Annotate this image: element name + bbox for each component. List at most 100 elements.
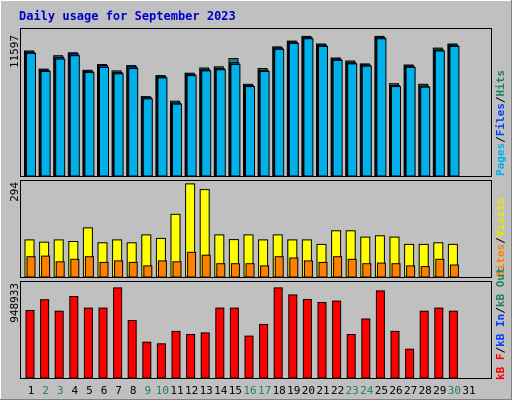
legend-kbf: kB F: [494, 354, 507, 381]
bar-kbf-day-10: [156, 343, 166, 379]
bar-sites-day-23: [347, 258, 357, 278]
bar-sites-day-13: [201, 254, 211, 278]
x-axis-day-labels: 1 2 3 4 5 6 7 8 9 10 11 12 13 14 15 16 17 18 19 20 21 22 23 24 2…: [28, 384, 476, 397]
legend-kbin: kB In: [494, 314, 507, 347]
bar-pages-day-29: [434, 50, 445, 177]
x-day-label-3: 3: [57, 384, 64, 397]
bar-pages-day-26: [391, 86, 401, 177]
x-day-label-26: 26: [389, 384, 402, 397]
bar-kbf-day-9: [142, 341, 152, 379]
bar-kbf-day-3: [54, 310, 64, 379]
bar-sites-day-19: [289, 257, 299, 278]
bar-pages-day-17: [259, 71, 270, 177]
legend-sep-5: /: [494, 307, 507, 314]
bar-kbf-day-8: [127, 320, 137, 379]
x-day-label-25: 25: [375, 384, 388, 397]
bar-marks: [24, 35, 460, 379]
bar-pages-day-11: [172, 103, 182, 177]
bar-sites-day-15: [230, 263, 240, 278]
bar-sites-day-9: [143, 265, 153, 278]
bar-sites-day-14: [216, 263, 226, 278]
bar-pages-day-5: [84, 72, 95, 177]
bar-pages-day-18: [274, 48, 285, 177]
y-tick-label-kb: 948933: [8, 283, 21, 323]
bar-sites-day-21: [318, 261, 328, 278]
x-day-label-4: 4: [71, 384, 78, 397]
bar-kbf-day-2: [40, 299, 50, 379]
bar-pages-day-1: [26, 52, 36, 177]
bar-kbf-day-18: [273, 287, 283, 379]
x-day-label-30: 30: [448, 384, 461, 397]
legend-sep-4: /: [494, 347, 507, 354]
x-day-label-21: 21: [316, 384, 329, 397]
bar-kbf-day-13: [200, 332, 210, 379]
x-day-label-22: 22: [331, 384, 344, 397]
x-day-label-10: 10: [156, 384, 169, 397]
bar-kbf-day-25: [375, 290, 385, 379]
svg-text:Sites/Visits: Sites/Visits: [494, 198, 507, 278]
bar-kbf-day-5: [83, 307, 93, 379]
x-day-label-2: 2: [42, 384, 49, 397]
bar-kbf-day-19: [288, 294, 298, 379]
bar-pages-day-8: [128, 68, 139, 177]
bar-kbf-day-15: [229, 307, 239, 379]
bar-sites-day-25: [376, 262, 386, 278]
bar-kbf-day-17: [259, 323, 269, 379]
bar-pages-day-7: [113, 73, 124, 177]
legend-visits: Visits: [494, 198, 507, 238]
bar-sites-day-3: [55, 261, 65, 278]
bar-sites-day-29: [435, 258, 445, 278]
bar-kbf-day-20: [302, 299, 312, 379]
bar-kbf-day-22: [332, 300, 342, 379]
bar-sites-day-7: [114, 260, 124, 278]
bar-pages-day-23: [347, 63, 358, 177]
x-day-label-8: 8: [130, 384, 137, 397]
bar-sites-day-30: [449, 264, 459, 278]
bar-pages-day-19: [288, 42, 299, 177]
bar-pages-day-22: [332, 59, 343, 177]
bar-kbf-day-24: [361, 318, 371, 379]
bar-pages-day-13: [201, 70, 212, 177]
bar-sites-day-8: [128, 261, 138, 278]
svg-text:kB F/kB In/kB Out: kB F/kB In/kB Out: [494, 267, 507, 380]
bar-pages-day-27: [405, 66, 416, 177]
bar-kbf-day-11: [171, 330, 181, 379]
bar-sites-day-2: [41, 255, 51, 278]
legend-sep-3: /: [494, 237, 507, 244]
bar-pages-day-4: [69, 55, 80, 177]
bar-kbf-day-4: [69, 296, 79, 379]
bar-kbf-day-29: [434, 307, 444, 379]
legend-pages: Pages: [494, 143, 507, 176]
bar-kbf-day-21: [317, 302, 327, 379]
y-tick-label-hits: 11597: [8, 35, 21, 68]
bar-pages-day-28: [420, 86, 431, 177]
bar-kbf-day-28: [419, 310, 429, 379]
x-day-label-19: 19: [287, 384, 300, 397]
svg-text:Pages/Files/Hits: Pages/Files/Hits: [494, 70, 507, 176]
x-day-label-12: 12: [185, 384, 198, 397]
bar-sites-day-16: [245, 263, 255, 278]
x-day-label-5: 5: [86, 384, 93, 397]
x-day-label-18: 18: [273, 384, 286, 397]
bar-sites-day-11: [172, 261, 182, 278]
x-day-label-28: 28: [419, 384, 432, 397]
x-day-label-7: 7: [115, 384, 122, 397]
bar-pages-day-10: [157, 77, 168, 177]
bar-pages-day-25: [376, 38, 387, 177]
bar-pages-day-12: [186, 75, 197, 177]
bar-sites-day-26: [391, 263, 401, 278]
x-day-label-20: 20: [302, 384, 315, 397]
x-day-label-15: 15: [229, 384, 242, 397]
bar-kbf-day-14: [215, 307, 225, 379]
bar-kbf-day-30: [448, 310, 458, 379]
x-day-label-14: 14: [214, 384, 228, 397]
bar-sites-day-22: [333, 256, 343, 278]
x-day-label-1: 1: [28, 384, 35, 397]
x-day-label-23: 23: [346, 384, 359, 397]
legend-files: Files: [494, 103, 507, 136]
bar-sites-day-27: [406, 265, 416, 278]
bar-kbf-day-1: [25, 310, 35, 379]
bar-pages-day-3: [55, 58, 66, 177]
bar-sites-day-4: [70, 258, 80, 278]
